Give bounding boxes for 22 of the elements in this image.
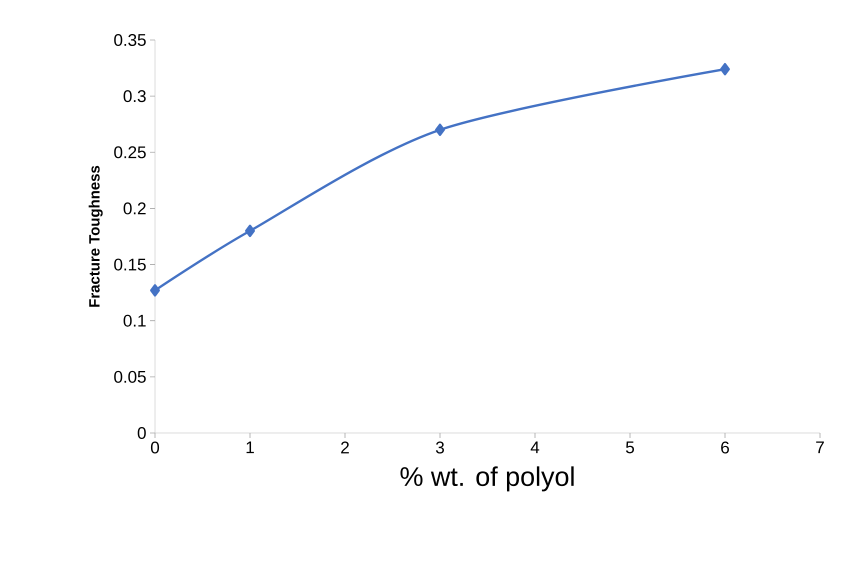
x-axis-title: % wt. of polyol [400,466,574,492]
x-tick-label: 0 [150,442,160,454]
x-tick-label: 5 [626,442,634,454]
y-tick-label: 0.1 [124,314,146,327]
point [720,62,730,76]
x-tick-label: 7 [816,442,824,454]
y-tick-label: 0.25 [114,146,146,158]
y-tick-label: 0.3 [124,90,146,102]
x-tick-label: 6 [721,442,729,454]
point [245,224,255,238]
x-tick-label: 1 [246,442,254,454]
y-axis-title: Fracture Toughness [88,166,103,307]
point [150,284,160,297]
x-tick-label: 4 [530,442,540,454]
x-tick-label: 3 [436,442,444,454]
y-tick-label: 0.15 [114,258,146,271]
y-tick-label: 0.05 [114,370,146,383]
y-tick-label: 0.35 [114,34,146,46]
y-tick-label: 0 [138,427,146,439]
x-tick-label: 2 [341,442,349,454]
y-tick-label: 0.2 [124,202,146,214]
point [435,124,445,136]
